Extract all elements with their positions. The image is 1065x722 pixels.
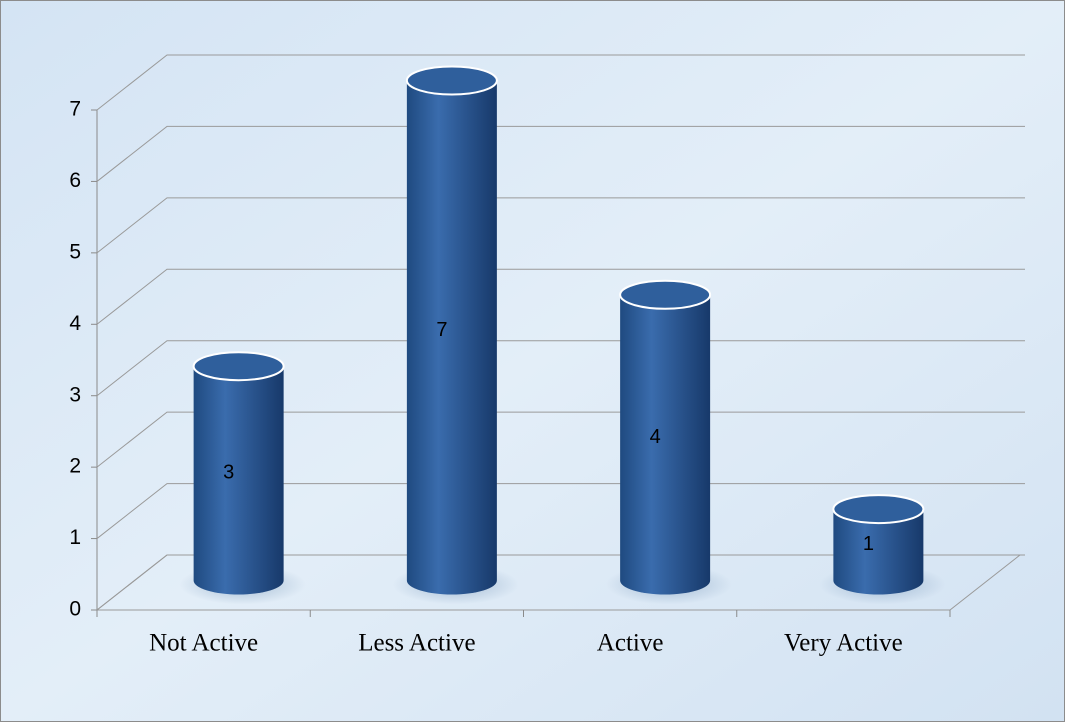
grid-line <box>96 483 1025 539</box>
y-tick-label: 6 <box>69 169 81 192</box>
data-label: 4 <box>650 426 661 448</box>
y-tick-label: 5 <box>69 240 81 263</box>
grid-line <box>96 340 1025 397</box>
y-tick-label: 7 <box>69 98 81 121</box>
data-label: 7 <box>436 319 447 341</box>
x-tick-label: Not Active <box>149 630 258 657</box>
bar-top <box>405 65 498 96</box>
grid-line <box>96 268 1025 325</box>
bar <box>406 80 497 595</box>
y-tick-label: 1 <box>69 526 81 549</box>
grid-line <box>96 554 1025 611</box>
y-tick-label: 4 <box>69 312 81 335</box>
bar-top <box>619 279 712 310</box>
x-tick-label: Active <box>597 630 664 657</box>
bar <box>193 366 284 595</box>
grid-line <box>96 54 1025 111</box>
x-tick-label: Very Active <box>784 630 903 657</box>
y-tick-label: 3 <box>69 383 81 406</box>
x-tick-label: Less Active <box>358 630 475 657</box>
data-label: 3 <box>223 462 234 484</box>
bar <box>620 294 711 595</box>
grid-line <box>96 197 1025 254</box>
bar-top <box>832 494 925 525</box>
y-tick-label: 2 <box>69 455 81 478</box>
y-tick-label: 0 <box>69 598 81 621</box>
grid-line <box>96 411 1025 468</box>
bar <box>833 509 924 595</box>
grid-line <box>96 125 1025 182</box>
bar-top <box>192 351 285 382</box>
data-label: 1 <box>863 533 874 555</box>
